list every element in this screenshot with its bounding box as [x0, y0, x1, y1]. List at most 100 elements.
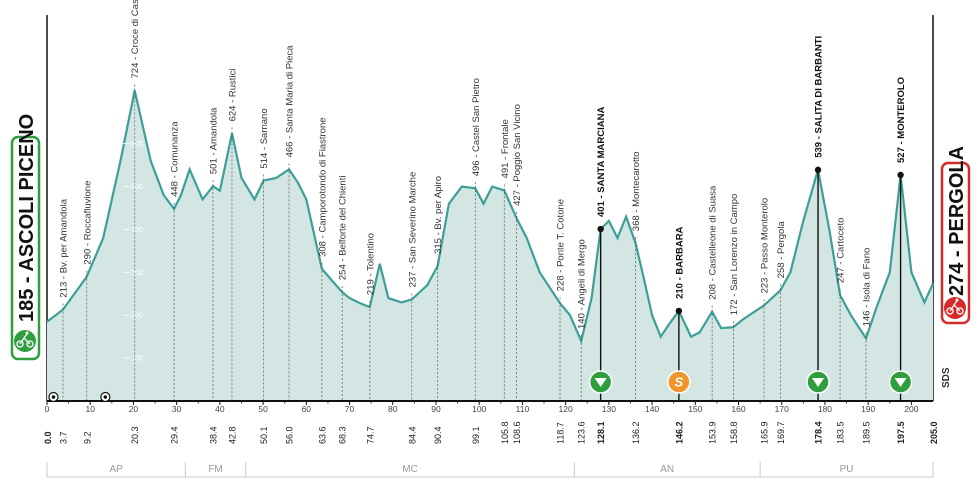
place-label: 501 - Amandola — [209, 107, 220, 174]
x-tick-label: 180 — [818, 404, 832, 414]
place-label: 228 - Ponte T. Cotone — [556, 199, 567, 291]
place-label: 140 - Angeli di Mergo — [577, 239, 588, 329]
x-tick-label: 200 — [904, 404, 918, 414]
climb-sprint-markers: S — [588, 370, 913, 394]
place-km-label: 165.9 — [760, 421, 770, 444]
place-label: 514 - Sarnano — [259, 108, 270, 168]
altitude-scale-label: 500 — [131, 184, 143, 191]
place-label: 496 - Castel San Pietro — [471, 78, 482, 176]
place-label: 146 - Isola di Fano — [862, 248, 873, 327]
x-tick-label: 60 — [302, 404, 312, 414]
climb-summit-dot — [814, 166, 822, 174]
finish-box: 274 - PERGOLA — [940, 146, 971, 325]
place-label: 290 - Roccafluvione — [82, 181, 93, 265]
place-label: 208 - Castelleone di Suasa — [708, 185, 719, 300]
place-label: 258 - Pergola — [776, 221, 787, 279]
x-tick-label: 110 — [516, 404, 530, 414]
place-label: 466 - Santa Maria di Pieca — [285, 45, 296, 158]
x-tick-label: 30 — [172, 404, 182, 414]
place-km-label: 50.1 — [259, 426, 269, 444]
place-label: 315 - Bv. per Apiro — [433, 176, 444, 254]
finish-cyclist-icon — [944, 297, 966, 319]
sprint-s-icon — [667, 370, 691, 394]
place-km-label: 189.5 — [862, 421, 872, 444]
start-city-label: 185 - ASCOLI PICENO — [16, 114, 38, 322]
x-tick-label: 40 — [215, 404, 225, 414]
feed-zone-dot — [51, 395, 56, 399]
place-km-label: 63.6 — [317, 426, 327, 444]
place-label: 223 - Passo Monterolo — [760, 198, 771, 294]
place-label: 724 - Croce di Casale — [130, 0, 141, 79]
place-label: 213 - Bv. per Amandola — [59, 198, 70, 297]
place-label: 308 - Camporotondo di Fiastrone — [317, 117, 328, 256]
elevation-profile-area — [47, 90, 933, 401]
x-tick-label: 20 — [129, 404, 139, 414]
place-label: 237 - San Severino Marche — [407, 172, 418, 288]
province-bar: AP FM MC AN PU — [46, 462, 934, 478]
climb-summit-dot — [897, 171, 904, 179]
start-box: 185 - ASCOLI PICENO — [10, 114, 41, 361]
place-km-label: 183.5 — [836, 421, 846, 444]
altitude-scale-label: 300 — [131, 270, 143, 277]
sds-logo: SDS — [941, 367, 952, 388]
x-tick-label: 130 — [602, 404, 616, 414]
x-tick-label: 160 — [731, 404, 745, 414]
x-axis-ticks: 0 10 20 30 40 50 60 70 80 90 100 110 120 130 140 150 160… — [45, 401, 919, 414]
x-tick-label: 10 — [85, 404, 95, 414]
place-km-label: 20.3 — [130, 426, 140, 444]
gpm-triangle — [812, 378, 825, 387]
place-km-label: 56.0 — [285, 426, 295, 444]
altitude-scale-label: 400 — [131, 227, 143, 234]
place-km-label: 68.3 — [338, 426, 348, 444]
place-km-label: 90.4 — [433, 426, 443, 444]
finish-km-label: 205.0 — [929, 421, 939, 444]
place-km-label: 3.7 — [59, 431, 69, 444]
sprint-label: S — [675, 375, 684, 390]
x-tick-label: 170 — [775, 404, 789, 414]
place-km-label: 84.4 — [407, 426, 417, 444]
elevation-profile-line — [46, 90, 935, 345]
place-label: 401 - SANTA MARCIANA — [596, 107, 607, 217]
x-tick-label: 120 — [559, 404, 573, 414]
place-km-label: 29.4 — [170, 426, 180, 444]
x-tick-label: 50 — [258, 404, 268, 414]
altitude-scale-label: 100 — [131, 356, 143, 363]
x-tick-label: 100 — [472, 404, 486, 414]
place-km-label: 158.8 — [729, 421, 739, 444]
feed-zone-dot — [103, 395, 108, 399]
feed-zone-markers — [48, 391, 111, 403]
place-label: 448 - Comunanza — [170, 121, 181, 197]
province-label: AN — [660, 464, 674, 475]
place-km-label: 128.1 — [596, 421, 606, 444]
province-label: PU — [840, 464, 854, 475]
province-label: MC — [402, 464, 418, 475]
climb-summit-dot — [597, 225, 604, 233]
finish-city-label: 274 - PERGOLA — [946, 146, 968, 296]
place-label: 527 - MONTEROLO — [896, 77, 907, 163]
x-tick-label: 70 — [345, 404, 355, 414]
place-km-label: 178.4 — [814, 421, 824, 444]
x-tick-label: 0 — [45, 404, 50, 414]
place-label: 172 - San Lorenzo in Campo — [729, 194, 740, 315]
place-label: 427 - Poggio San Vicino — [512, 104, 523, 206]
place-label: 254 - Belforte del Chienti — [338, 176, 349, 281]
province-label: FM — [208, 464, 222, 475]
start-cyclist-icon — [14, 330, 36, 352]
place-km-label: 136.2 — [631, 421, 641, 444]
place-km-label: 146.2 — [674, 421, 684, 444]
x-tick-label: 140 — [645, 404, 659, 414]
x-tick-label: 90 — [431, 404, 441, 414]
place-label: 219 - Tolentino — [365, 233, 376, 295]
place-label: 368 - Montecarotto — [631, 151, 642, 231]
province-label: AP — [109, 464, 123, 475]
place-km-label: 123.6 — [577, 421, 587, 444]
place-km-label: 42.8 — [228, 426, 238, 444]
place-km-label: 197.5 — [896, 421, 906, 444]
place-label: 247 - Cartoceto — [836, 218, 847, 283]
x-tick-label: 190 — [861, 404, 875, 414]
place-annotations: 213 - Bv. per Amandola 290 - Roccafluvion… — [59, 0, 907, 401]
climb-summit-dot — [675, 307, 683, 315]
place-label: 624 - Rustici — [228, 69, 239, 122]
place-label: 210 - BARBARA — [674, 226, 685, 298]
